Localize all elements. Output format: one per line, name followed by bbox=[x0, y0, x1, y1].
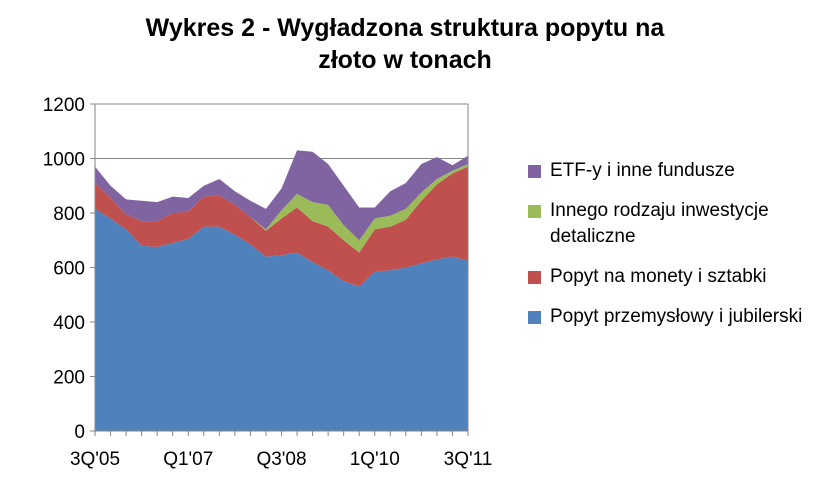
chart-legend: ETF-y i inne fundusze Innego rodzaju inwe… bbox=[528, 158, 808, 344]
legend-swatch-0 bbox=[528, 311, 541, 324]
legend-item-1: Popyt na monety i sztabki bbox=[528, 264, 808, 290]
x-tick-label-3: 1Q'10 bbox=[350, 449, 400, 470]
x-tick-label-0: 3Q'05 bbox=[70, 449, 120, 470]
legend-label-1: Popyt na monety i sztabki bbox=[550, 266, 767, 287]
legend-label-0: Popyt przemysłowy i jubilerski bbox=[550, 306, 803, 327]
chart-title: Wykres 2 - Wygładzona struktura popytu n… bbox=[60, 12, 750, 76]
x-tick-label-2: Q3'08 bbox=[256, 449, 306, 470]
legend-label-3: ETF-y i inne fundusze bbox=[550, 160, 735, 181]
legend-label-2: Innego rodzaju inwestycje detaliczne bbox=[550, 200, 769, 247]
chart-title-line-2: złoto w tonach bbox=[318, 46, 492, 74]
y-tick-label-5: 1000 bbox=[43, 150, 85, 171]
chart-title-line-1: Wykres 2 - Wygładzona struktura popytu n… bbox=[145, 14, 665, 42]
y-tick-label-2: 400 bbox=[53, 313, 85, 334]
area-series-3 bbox=[95, 150, 468, 241]
legend-swatch-3 bbox=[528, 165, 541, 178]
y-tick-label-0: 0 bbox=[74, 422, 85, 443]
legend-item-3: ETF-y i inne fundusze bbox=[528, 158, 808, 184]
legend-item-0: Popyt przemysłowy i jubilerski bbox=[528, 304, 808, 330]
x-tick-label-1: Q1'07 bbox=[163, 449, 213, 470]
legend-swatch-1 bbox=[528, 271, 541, 284]
area-series-0 bbox=[95, 208, 468, 431]
y-tick-label-4: 800 bbox=[53, 204, 85, 225]
y-tick-label-1: 200 bbox=[53, 368, 85, 389]
x-tick-label-4: 3Q'11 bbox=[444, 449, 493, 470]
legend-item-2: Innego rodzaju inwestycje detaliczne bbox=[528, 198, 808, 250]
area-series-1 bbox=[95, 166, 468, 287]
y-tick-label-3: 600 bbox=[53, 259, 85, 280]
legend-swatch-2 bbox=[528, 205, 541, 218]
y-tick-label-6: 1200 bbox=[43, 95, 85, 116]
